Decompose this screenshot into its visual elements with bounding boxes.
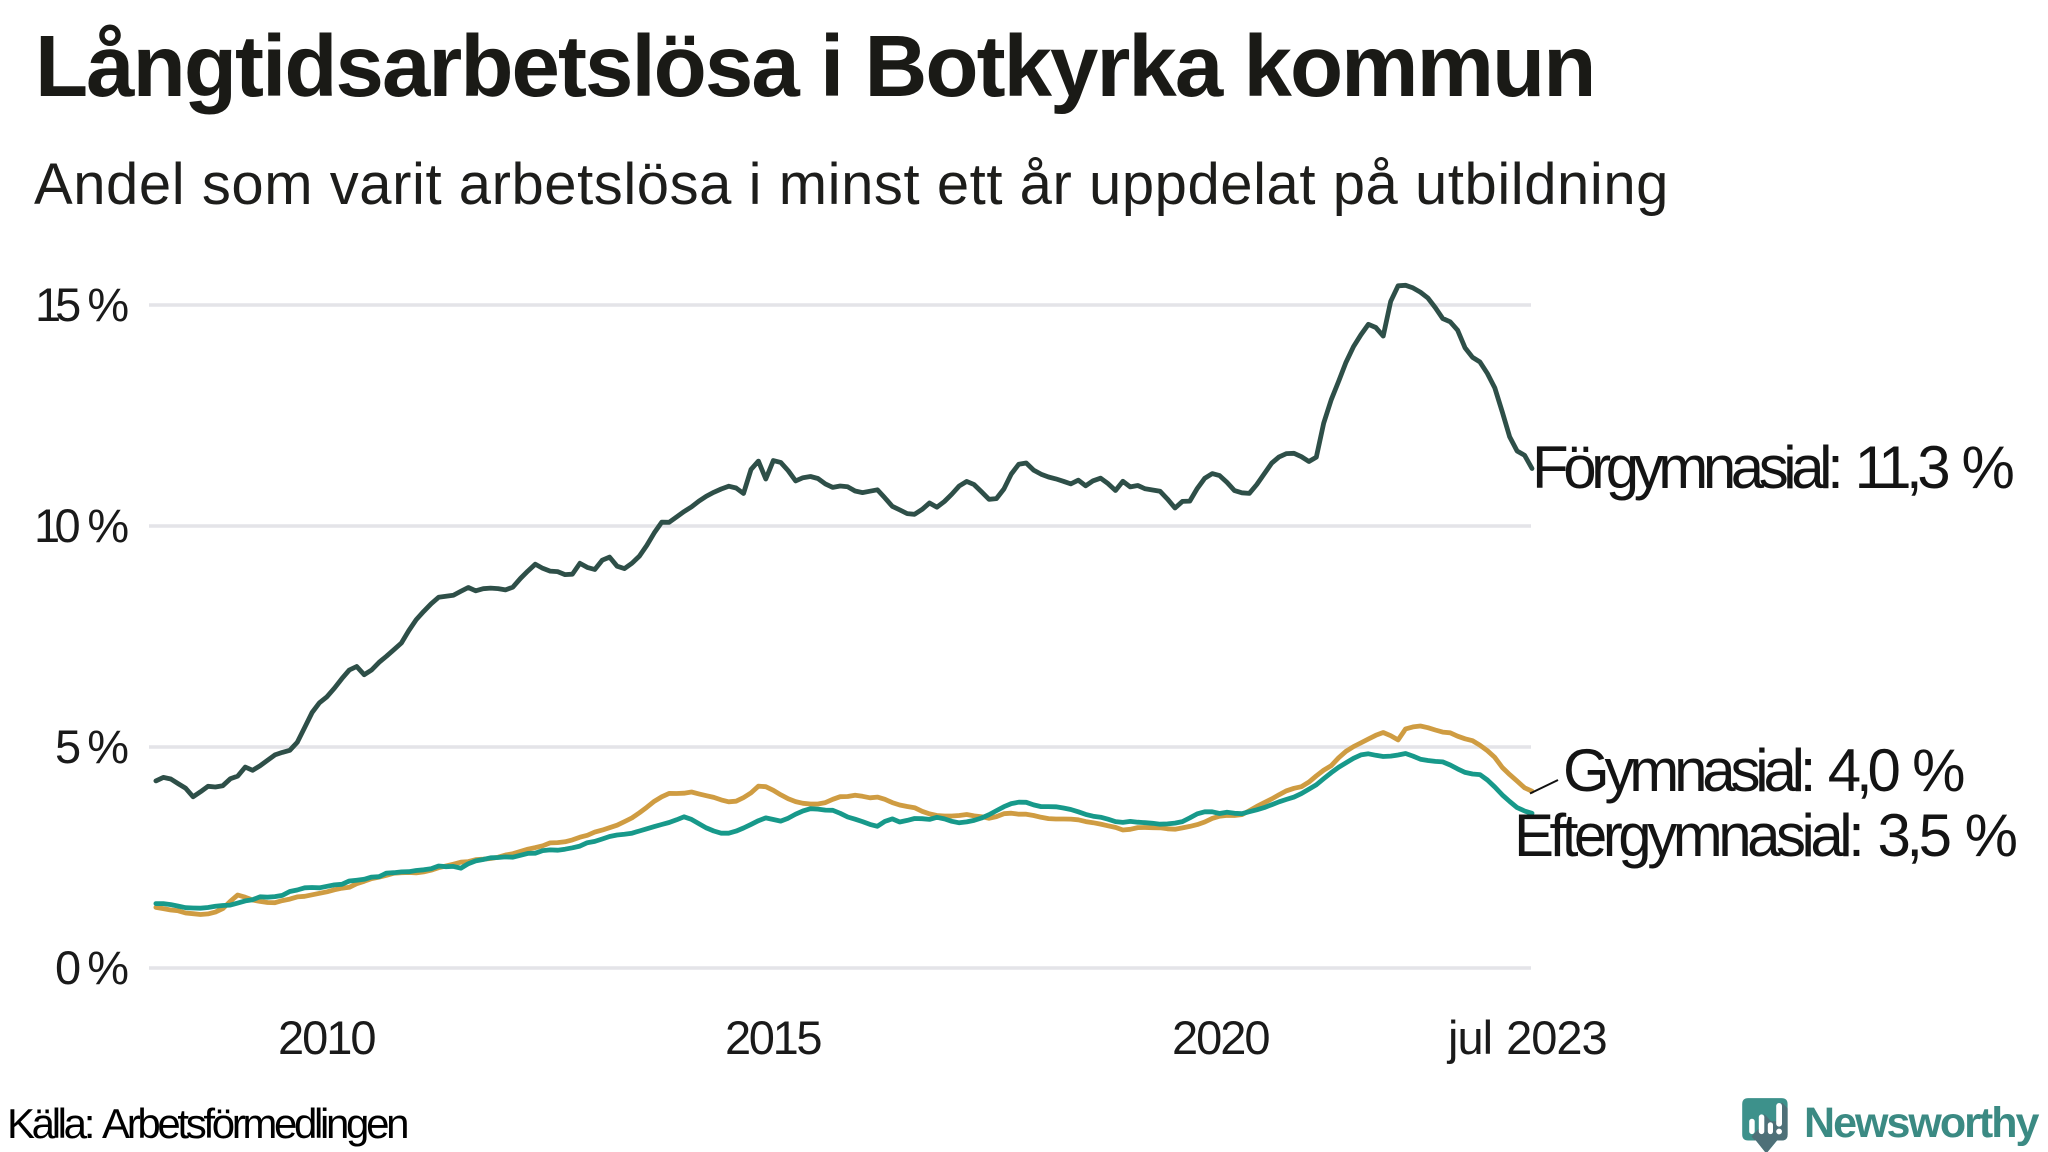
svg-text:jul 2023: jul 2023 bbox=[1446, 1011, 1607, 1064]
svg-text:15 %: 15 % bbox=[35, 278, 128, 331]
svg-text:10 %: 10 % bbox=[34, 499, 128, 552]
svg-text:Newsworthy: Newsworthy bbox=[1804, 1099, 2040, 1147]
svg-text:Långtidsarbetslösa i Botkyrka: Långtidsarbetslösa i Botkyrka kommun bbox=[35, 18, 1594, 115]
svg-text:2020: 2020 bbox=[1172, 1011, 1269, 1064]
svg-text:Källa: Arbetsförmedlingen: Källa: Arbetsförmedlingen bbox=[7, 1100, 407, 1147]
svg-text:Gymnasial: 4,0 %: Gymnasial: 4,0 % bbox=[1563, 737, 1964, 804]
svg-text:Eftergymnasial: 3,5 %: Eftergymnasial: 3,5 % bbox=[1514, 802, 2017, 869]
svg-text:2010: 2010 bbox=[278, 1011, 375, 1064]
svg-text:5 %: 5 % bbox=[55, 720, 128, 773]
svg-text:0 %: 0 % bbox=[55, 941, 128, 994]
svg-text:2015: 2015 bbox=[725, 1011, 821, 1064]
svg-text:Andel som varit arbetslösa i m: Andel som varit arbetslösa i minst ett å… bbox=[34, 152, 1669, 217]
svg-text:Förgymnasial: 11,3 %: Förgymnasial: 11,3 % bbox=[1532, 434, 2013, 501]
